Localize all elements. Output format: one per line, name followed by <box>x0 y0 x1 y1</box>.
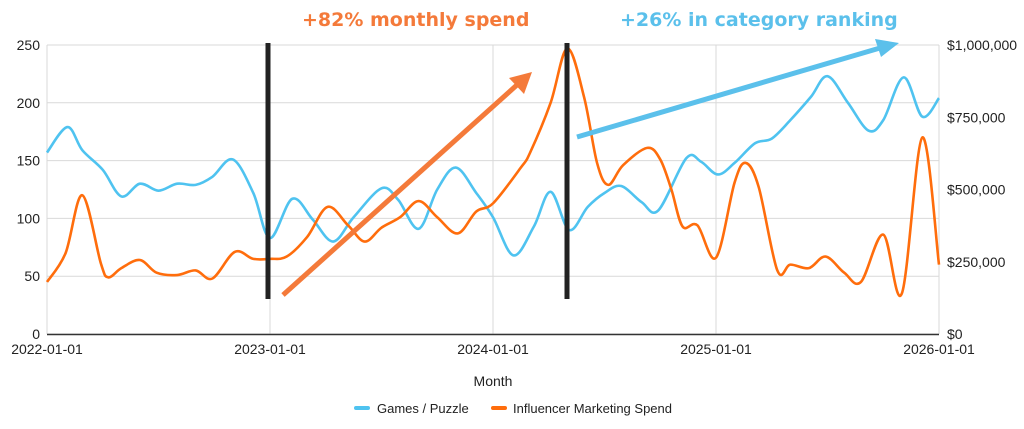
right-tick-label: $250,000 <box>947 254 1006 270</box>
left-tick-label: 200 <box>17 95 41 111</box>
series-1 <box>45 47 941 298</box>
blue-trend-arrow <box>576 45 881 140</box>
blue-arrow-head <box>875 39 899 57</box>
legend-swatch-influencer-spend <box>491 406 507 410</box>
grid <box>46 44 940 335</box>
series-line <box>45 74 941 257</box>
left-tick-label: 150 <box>17 153 41 169</box>
left-tick-label: 0 <box>32 326 40 342</box>
right-tick-label: $750,000 <box>947 109 1006 125</box>
right-axis-ticks: $0 $250,000 $500,000 $750,000 $1,000,000 <box>947 37 1017 342</box>
right-tick-label: $0 <box>947 326 963 342</box>
annotation-category-ranking: +26% in category ranking <box>620 9 898 31</box>
x-axis-ticks: 2022-01-01 2023-01-01 2024-01-01 2025-01-01… <box>11 341 975 357</box>
legend-label-games-puzzle: Games / Puzzle <box>377 401 469 416</box>
legend: Games / Puzzle Influencer Marketing Spen… <box>354 401 672 416</box>
x-tick-label: 2022-01-01 <box>11 341 83 357</box>
left-tick-label: 50 <box>24 268 40 284</box>
orange-trend-arrow <box>281 82 520 297</box>
legend-swatch-games-puzzle <box>354 406 370 410</box>
legend-label-influencer-spend: Influencer Marketing Spend <box>513 401 672 416</box>
x-tick-label: 2023-01-01 <box>234 341 306 357</box>
right-tick-label: $1,000,000 <box>947 37 1017 53</box>
left-tick-label: 250 <box>17 37 41 53</box>
series-line <box>45 47 941 298</box>
x-tick-label: 2024-01-01 <box>457 341 529 357</box>
x-tick-label: 2025-01-01 <box>680 341 752 357</box>
left-tick-label: 100 <box>17 210 41 226</box>
right-tick-label: $500,000 <box>947 182 1006 198</box>
orange-arrow-head <box>509 72 532 94</box>
series-layer <box>45 47 941 298</box>
x-axis-title: Month <box>474 373 513 389</box>
series-0 <box>45 74 941 257</box>
annotation-monthly-spend: +82% monthly spend <box>302 9 529 31</box>
left-axis-ticks: 0 50 100 150 200 250 <box>17 37 41 342</box>
x-tick-label: 2026-01-01 <box>903 341 975 357</box>
